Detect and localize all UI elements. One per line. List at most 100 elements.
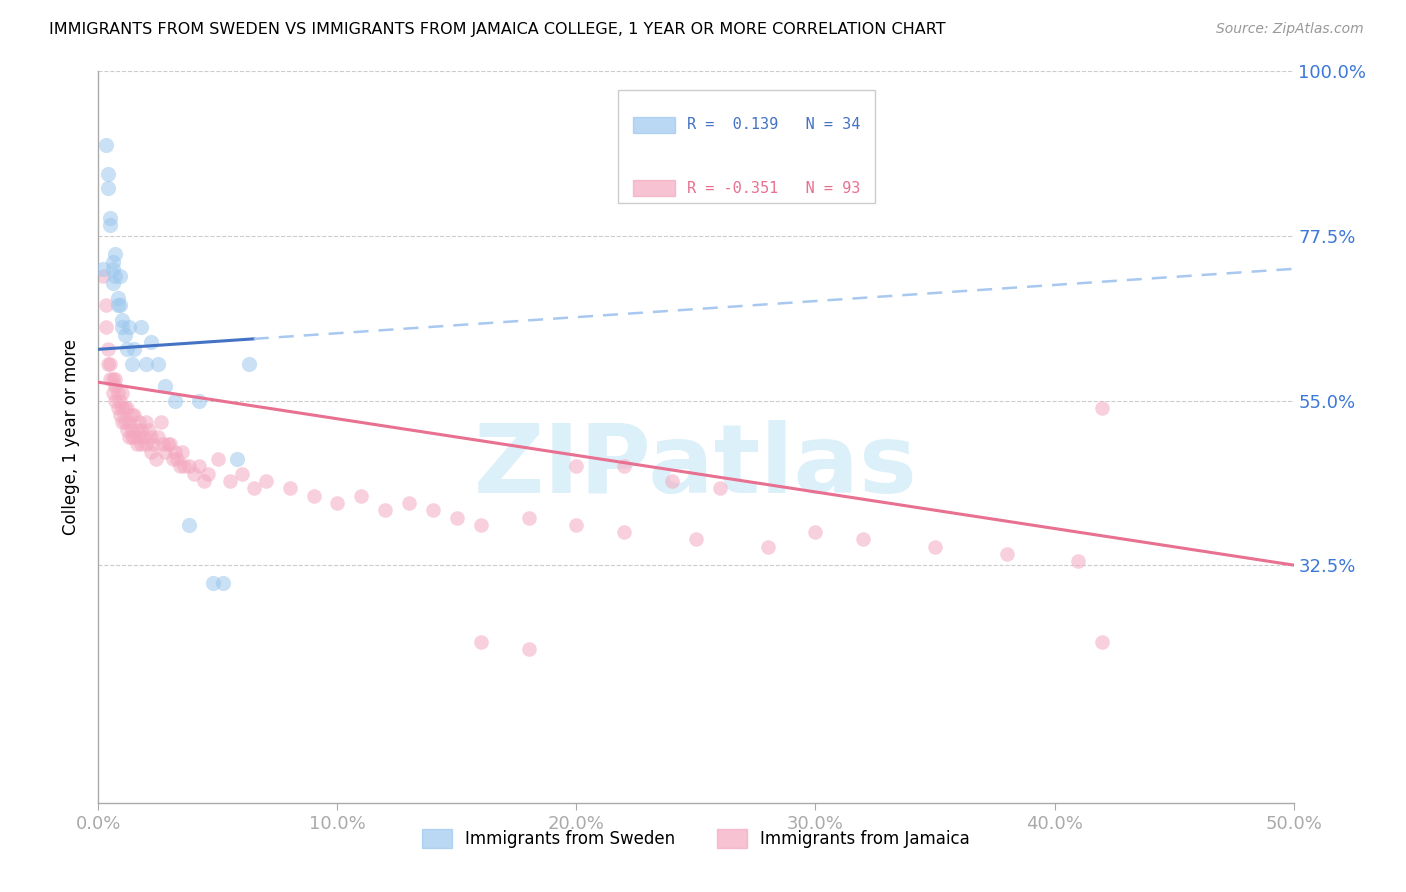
Point <box>446 510 468 524</box>
Point <box>145 452 167 467</box>
Point <box>124 343 146 357</box>
Point <box>118 416 141 430</box>
Point <box>142 437 165 451</box>
Point <box>187 459 209 474</box>
Point <box>613 459 636 474</box>
Point <box>97 343 120 357</box>
Point <box>155 444 177 458</box>
Point <box>374 503 396 517</box>
Point <box>139 334 162 349</box>
Point <box>121 423 143 437</box>
Text: ZIPatlas: ZIPatlas <box>474 420 918 513</box>
Point <box>101 371 124 385</box>
Point <box>398 496 420 510</box>
Point <box>924 540 946 554</box>
Point <box>661 474 683 488</box>
Point <box>470 517 492 532</box>
Point <box>111 320 134 334</box>
Point <box>207 452 229 467</box>
Point <box>139 444 162 458</box>
Point <box>149 416 172 430</box>
Point <box>101 254 124 268</box>
Point <box>91 261 114 276</box>
Point <box>125 423 148 437</box>
Point <box>111 401 134 415</box>
Point <box>231 467 253 481</box>
Point <box>108 393 131 408</box>
Point <box>98 211 122 225</box>
Point <box>152 437 174 451</box>
Text: R = -0.351   N = 93: R = -0.351 N = 93 <box>686 181 860 196</box>
Point <box>115 401 138 415</box>
Point <box>278 481 301 495</box>
Point <box>108 269 131 284</box>
Point <box>111 416 134 430</box>
Point <box>125 437 148 451</box>
Point <box>183 467 205 481</box>
Point <box>166 452 188 467</box>
Point <box>350 489 373 503</box>
Point <box>148 357 170 371</box>
Point <box>517 510 540 524</box>
Point <box>108 298 131 312</box>
Point <box>685 533 707 547</box>
Point <box>124 408 146 422</box>
Point <box>517 642 540 657</box>
Point <box>1091 401 1114 415</box>
Point <box>98 218 122 232</box>
Point <box>163 393 186 408</box>
Point <box>613 525 636 540</box>
Point <box>804 525 827 540</box>
Point <box>148 430 170 444</box>
Point <box>128 430 150 444</box>
Point <box>179 517 201 532</box>
Point <box>104 247 127 261</box>
Point <box>111 313 134 327</box>
Point <box>111 386 134 401</box>
Point <box>169 459 191 474</box>
Point <box>197 467 219 481</box>
Point <box>1091 635 1114 649</box>
Point <box>108 408 131 422</box>
Text: R =  0.139   N = 34: R = 0.139 N = 34 <box>686 117 860 132</box>
Point <box>159 437 181 451</box>
Point <box>114 401 136 415</box>
Point <box>97 181 120 195</box>
Point <box>131 437 153 451</box>
Point <box>565 459 588 474</box>
Legend: Immigrants from Sweden, Immigrants from Jamaica: Immigrants from Sweden, Immigrants from … <box>413 821 979 856</box>
Point <box>97 167 120 181</box>
Point <box>118 430 141 444</box>
Point <box>115 423 138 437</box>
Point <box>107 291 129 305</box>
Point <box>94 320 117 334</box>
Point <box>193 474 215 488</box>
Point <box>107 298 129 312</box>
Point <box>470 635 492 649</box>
Point <box>243 481 266 495</box>
Point <box>179 459 201 474</box>
Point <box>101 277 124 291</box>
Point <box>1067 554 1090 568</box>
Point <box>91 269 114 284</box>
Point <box>114 416 136 430</box>
Y-axis label: College, 1 year or more: College, 1 year or more <box>62 339 80 535</box>
Point <box>163 444 186 458</box>
Point <box>124 430 146 444</box>
Text: Source: ZipAtlas.com: Source: ZipAtlas.com <box>1216 22 1364 37</box>
Point <box>211 576 233 591</box>
Point <box>104 371 127 385</box>
Point <box>131 423 153 437</box>
Point <box>995 547 1018 561</box>
Point <box>128 416 150 430</box>
Point <box>565 517 588 532</box>
Point <box>138 423 160 437</box>
FancyBboxPatch shape <box>619 90 876 203</box>
Point <box>162 452 184 467</box>
Point <box>238 357 260 371</box>
Point <box>104 379 127 393</box>
Point <box>135 437 157 451</box>
Point <box>202 576 225 591</box>
Point <box>101 261 124 276</box>
Point <box>302 489 325 503</box>
